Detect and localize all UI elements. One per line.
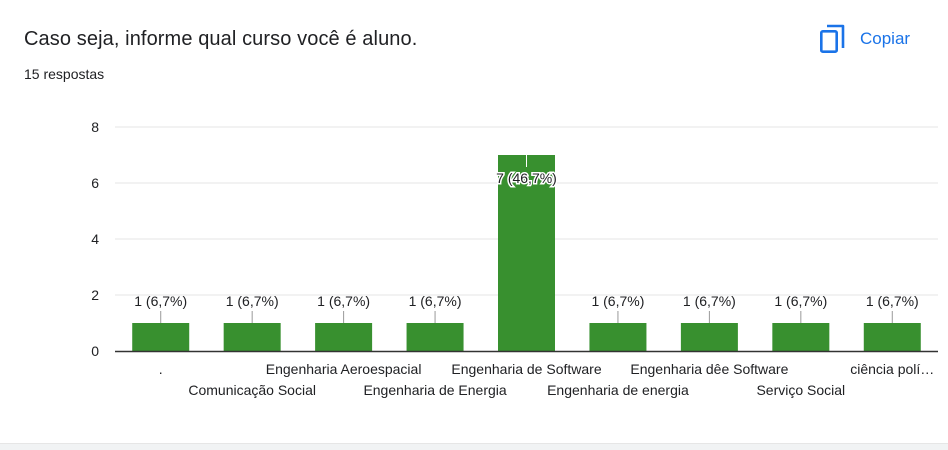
card-bottom-divider [0, 443, 948, 450]
bar-chart-svg: 0 2 4 6 8 1 (6,7%). 1 (6,7%) Comunicação Social… [91, 119, 938, 398]
x-tick-label: Comunicação Social [188, 382, 316, 398]
y-tick-label: 0 [91, 343, 99, 359]
bar [132, 323, 190, 351]
data-label: 1 (6,7%) [866, 293, 919, 309]
data-label: 1 (6,7%) [683, 293, 736, 309]
x-tick-label: Engenharia dêe Software [630, 361, 788, 377]
y-tick-label: 4 [91, 231, 99, 247]
data-label: 7 (46,7%) [496, 170, 557, 186]
x-tick-label: Engenharia de Software [451, 361, 601, 377]
y-tick-label: 6 [91, 175, 99, 191]
data-label: 1 (6,7%) [591, 293, 644, 309]
x-tick-label: Engenharia Aeroespacial [266, 361, 422, 377]
x-tick-label: ciência polí… [850, 361, 934, 377]
x-tick-label: . [159, 361, 163, 377]
bar [223, 323, 281, 351]
data-label: 1 (6,7%) [409, 293, 462, 309]
response-count: 15 respostas [24, 66, 105, 82]
data-label: 1 (6,7%) [774, 293, 827, 309]
question-title: Caso seja, informe qual curso você é alu… [24, 28, 418, 50]
bar [406, 323, 464, 351]
x-tick-label: Engenharia de Energia [363, 382, 506, 398]
bar [863, 323, 921, 351]
bar [498, 155, 555, 351]
bar-chart: 0 2 4 6 8 1 (6,7%). 1 (6,7%) Comunicação Social… [0, 100, 948, 440]
x-tick-label: Engenharia de energia [547, 382, 689, 398]
copy-button-label: Copiar [860, 29, 911, 48]
data-label: 1 (6,7%) [317, 293, 370, 309]
bar [772, 323, 830, 351]
data-label: 1 (6,7%) [226, 293, 279, 309]
copy-button[interactable]: Copiar [818, 22, 928, 56]
y-tick-label: 2 [91, 287, 99, 303]
bar [589, 323, 647, 351]
y-tick-label: 8 [91, 119, 99, 135]
bar [315, 323, 373, 351]
bar [680, 323, 738, 351]
data-label: 1 (6,7%) [134, 293, 187, 309]
x-tick-label: Serviço Social [756, 382, 845, 398]
copy-icon [819, 24, 845, 53]
